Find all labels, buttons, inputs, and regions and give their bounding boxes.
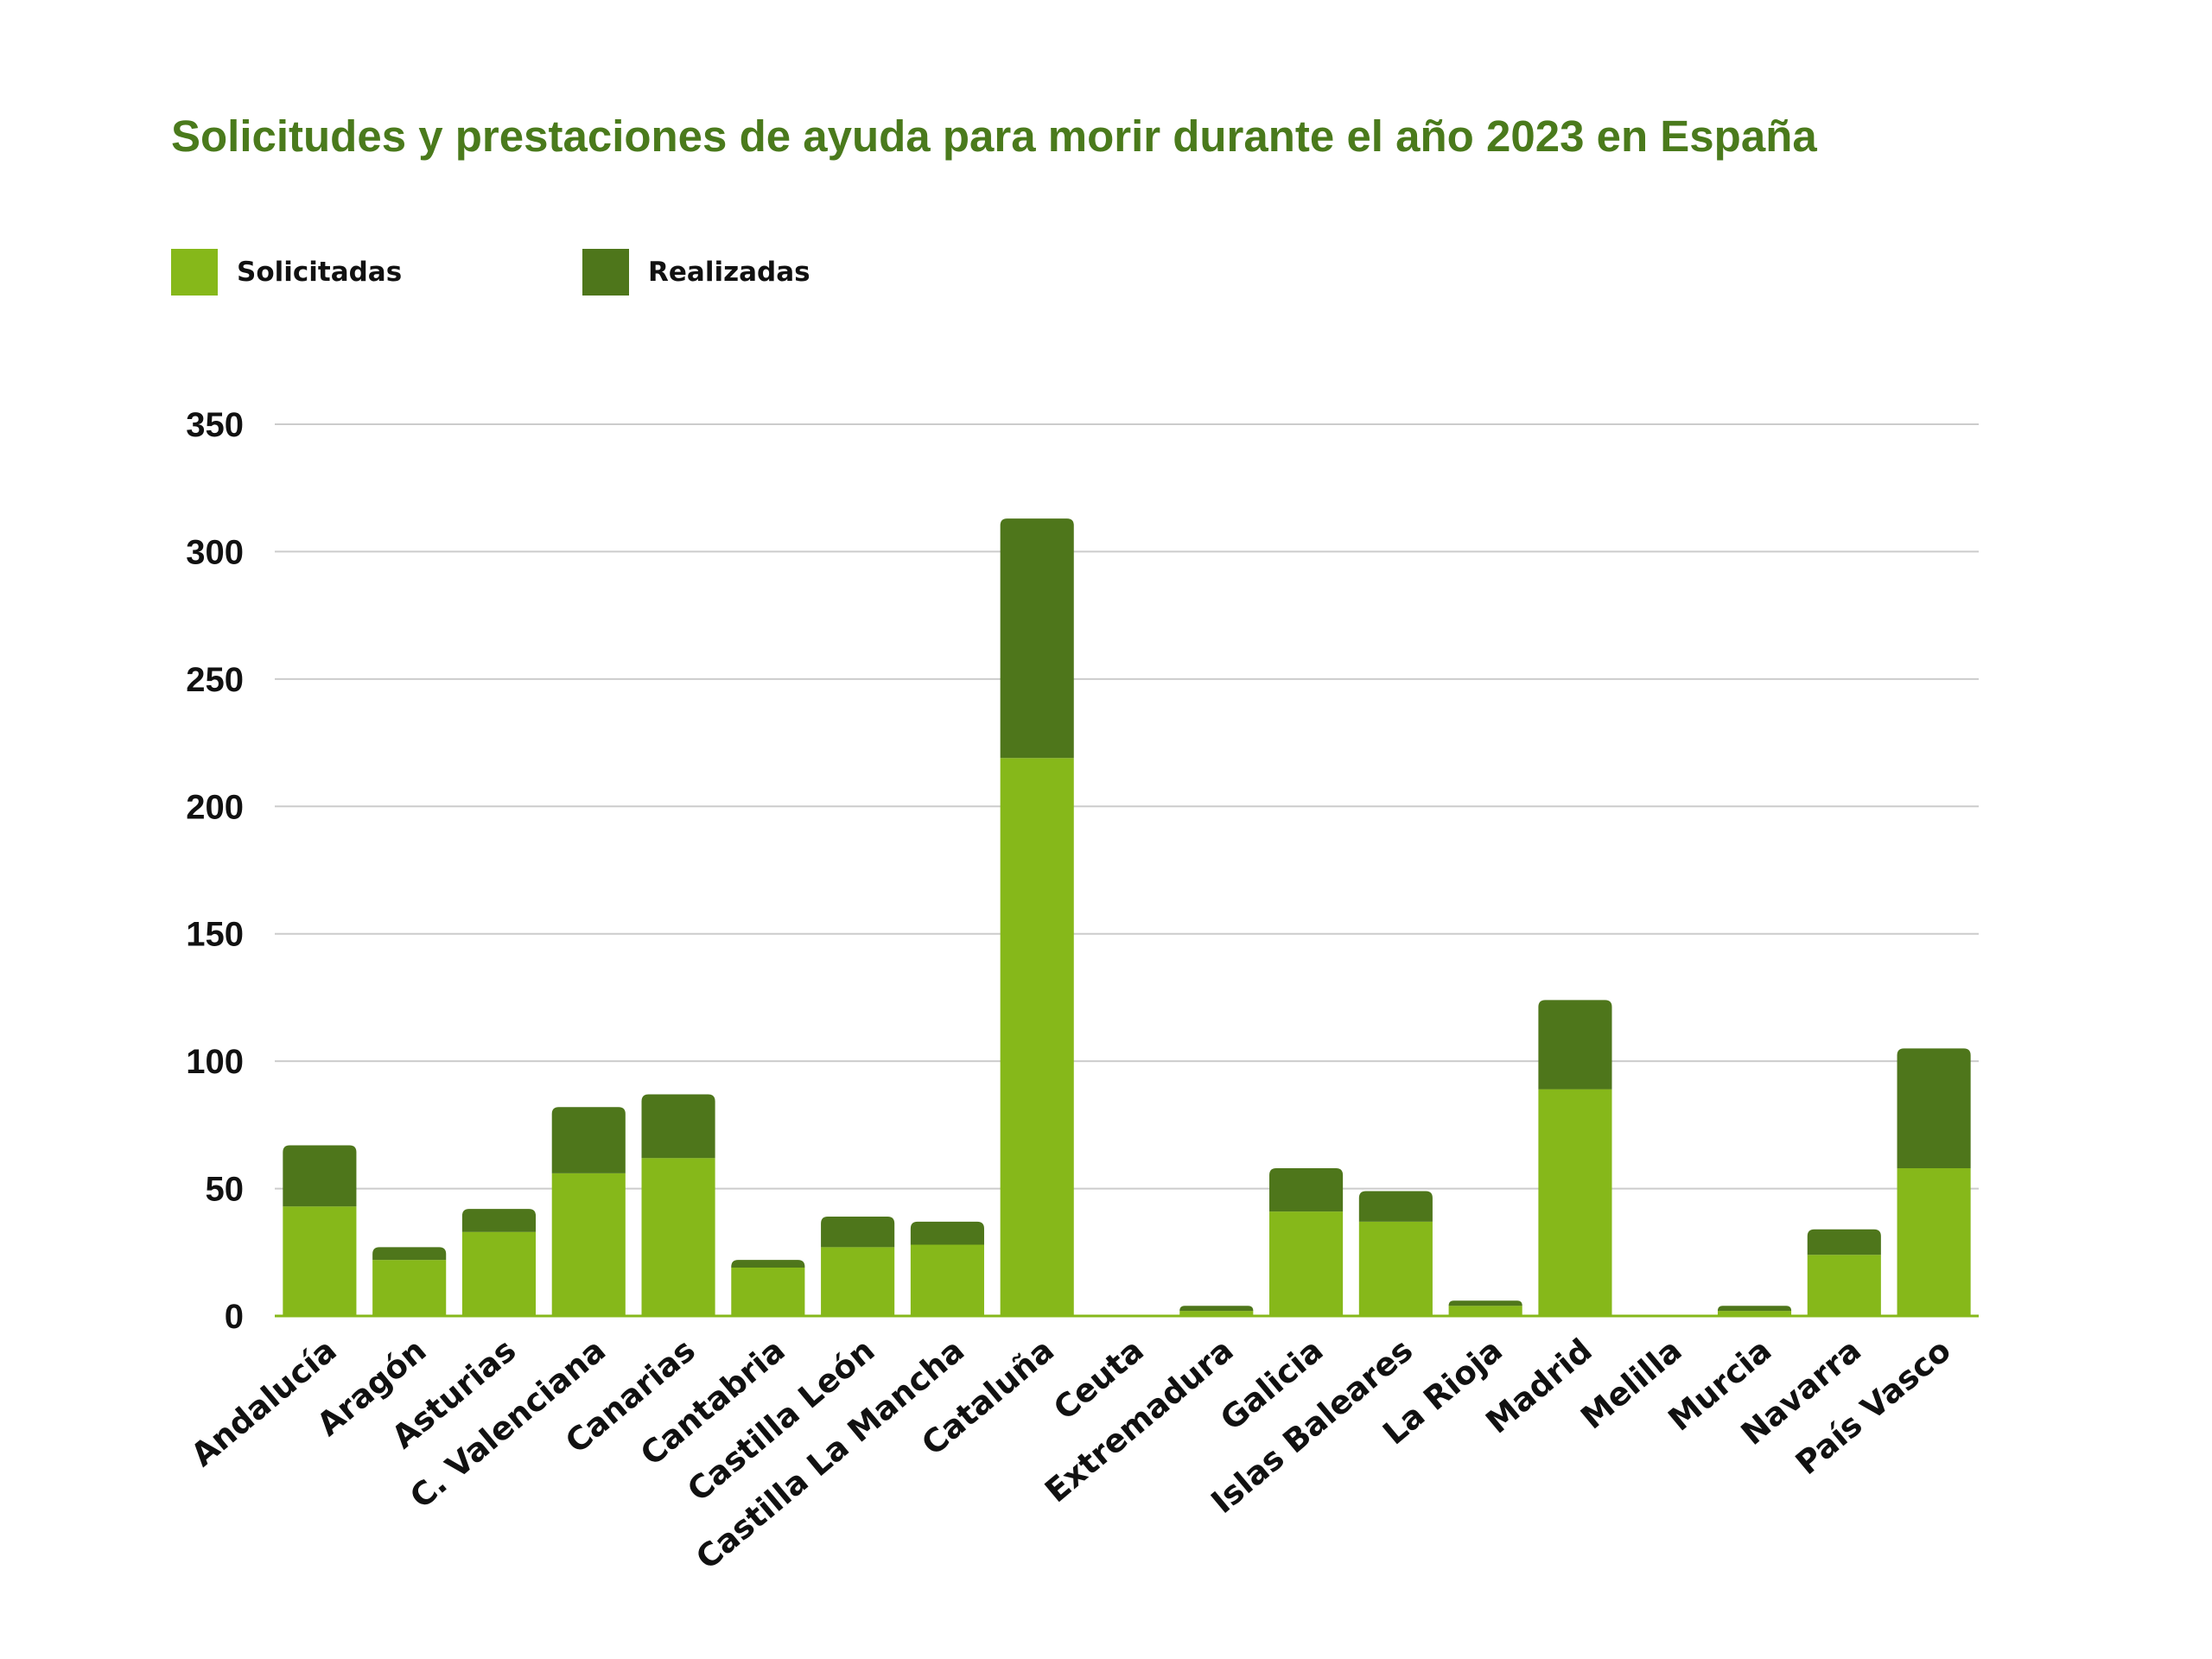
bar-realizadas-navarra xyxy=(1807,1229,1881,1255)
y-tick-label: 0 xyxy=(225,1298,244,1336)
bar-solicitadas-aragon xyxy=(372,1260,447,1316)
y-tick-label: 300 xyxy=(186,533,244,571)
bar-solicitadas-castilla-la-mancha xyxy=(910,1244,984,1316)
bar-solicitadas-la-rioja xyxy=(1448,1306,1522,1316)
legend-label-solicitadas: Solicitadas xyxy=(237,257,403,288)
bar-realizadas-extremadura xyxy=(1179,1306,1254,1312)
legend-label-realizadas: Realizadas xyxy=(648,257,810,288)
bar-solicitadas-islas-baleares xyxy=(1358,1221,1433,1316)
bar-realizadas-madrid xyxy=(1538,1000,1612,1090)
bar-realizadas-cataluna xyxy=(1000,518,1074,759)
bar-solicitadas-navarra xyxy=(1807,1255,1881,1316)
bar-realizadas-castilla-la-mancha xyxy=(910,1221,984,1245)
bar-solicitadas-canarias xyxy=(641,1158,715,1316)
bar-realizadas-murcia xyxy=(1717,1306,1792,1312)
x-tick-label-pais-vasco: País Vasco xyxy=(1789,1332,1958,1482)
y-tick-label: 350 xyxy=(186,406,244,444)
bar-realizadas-islas-baleares xyxy=(1358,1191,1433,1222)
bar-realizadas-la-rioja xyxy=(1448,1300,1522,1306)
bar-solicitadas-andalucia xyxy=(283,1206,357,1316)
bar-solicitadas-asturias xyxy=(461,1231,537,1316)
bar-solicitadas-murcia xyxy=(1717,1311,1792,1316)
legend-swatch-solicitadas xyxy=(171,249,218,296)
bar-realizadas-canarias xyxy=(641,1094,715,1159)
bar-solicitadas-madrid xyxy=(1538,1089,1612,1316)
y-tick-label: 200 xyxy=(186,788,244,826)
x-tick-label-andalucia: Andalucía xyxy=(184,1332,344,1474)
bar-realizadas-castilla-leon xyxy=(821,1217,895,1248)
y-tick-label: 50 xyxy=(206,1171,245,1209)
y-tick-label: 250 xyxy=(186,661,244,699)
bar-solicitadas-galicia xyxy=(1269,1211,1344,1316)
bar-realizadas-asturias xyxy=(461,1209,537,1232)
bars xyxy=(283,518,1971,1316)
bar-realizadas-pais-vasco xyxy=(1897,1048,1971,1168)
bar-realizadas-cantabria xyxy=(731,1260,805,1268)
bar-realizadas-galicia xyxy=(1269,1167,1344,1212)
chart-title: Solicitudes y prestaciones de ayuda para… xyxy=(171,111,1817,161)
bar-solicitadas-extremadura xyxy=(1179,1311,1254,1316)
bar-realizadas-c-valenciana xyxy=(551,1107,626,1173)
bar-realizadas-andalucia xyxy=(283,1145,357,1207)
legend-swatch-realizadas xyxy=(582,249,629,296)
grid-lines xyxy=(275,423,1979,1318)
y-tick-label: 100 xyxy=(186,1043,244,1081)
y-tick-label: 150 xyxy=(186,916,244,954)
bar-solicitadas-castilla-leon xyxy=(821,1247,895,1316)
bar-solicitadas-pais-vasco xyxy=(1897,1167,1971,1316)
y-axis-ticks: 0 50 100 150 200 250 300 350 xyxy=(186,406,244,1336)
bar-solicitadas-cataluna xyxy=(1000,758,1074,1316)
legend-item-solicitadas: Solicitadas xyxy=(171,249,402,296)
bar-solicitadas-c-valenciana xyxy=(551,1173,626,1316)
bar-realizadas-aragon xyxy=(372,1247,447,1261)
bar-solicitadas-cantabria xyxy=(731,1267,805,1316)
legend-item-realizadas: Realizadas xyxy=(582,249,810,296)
